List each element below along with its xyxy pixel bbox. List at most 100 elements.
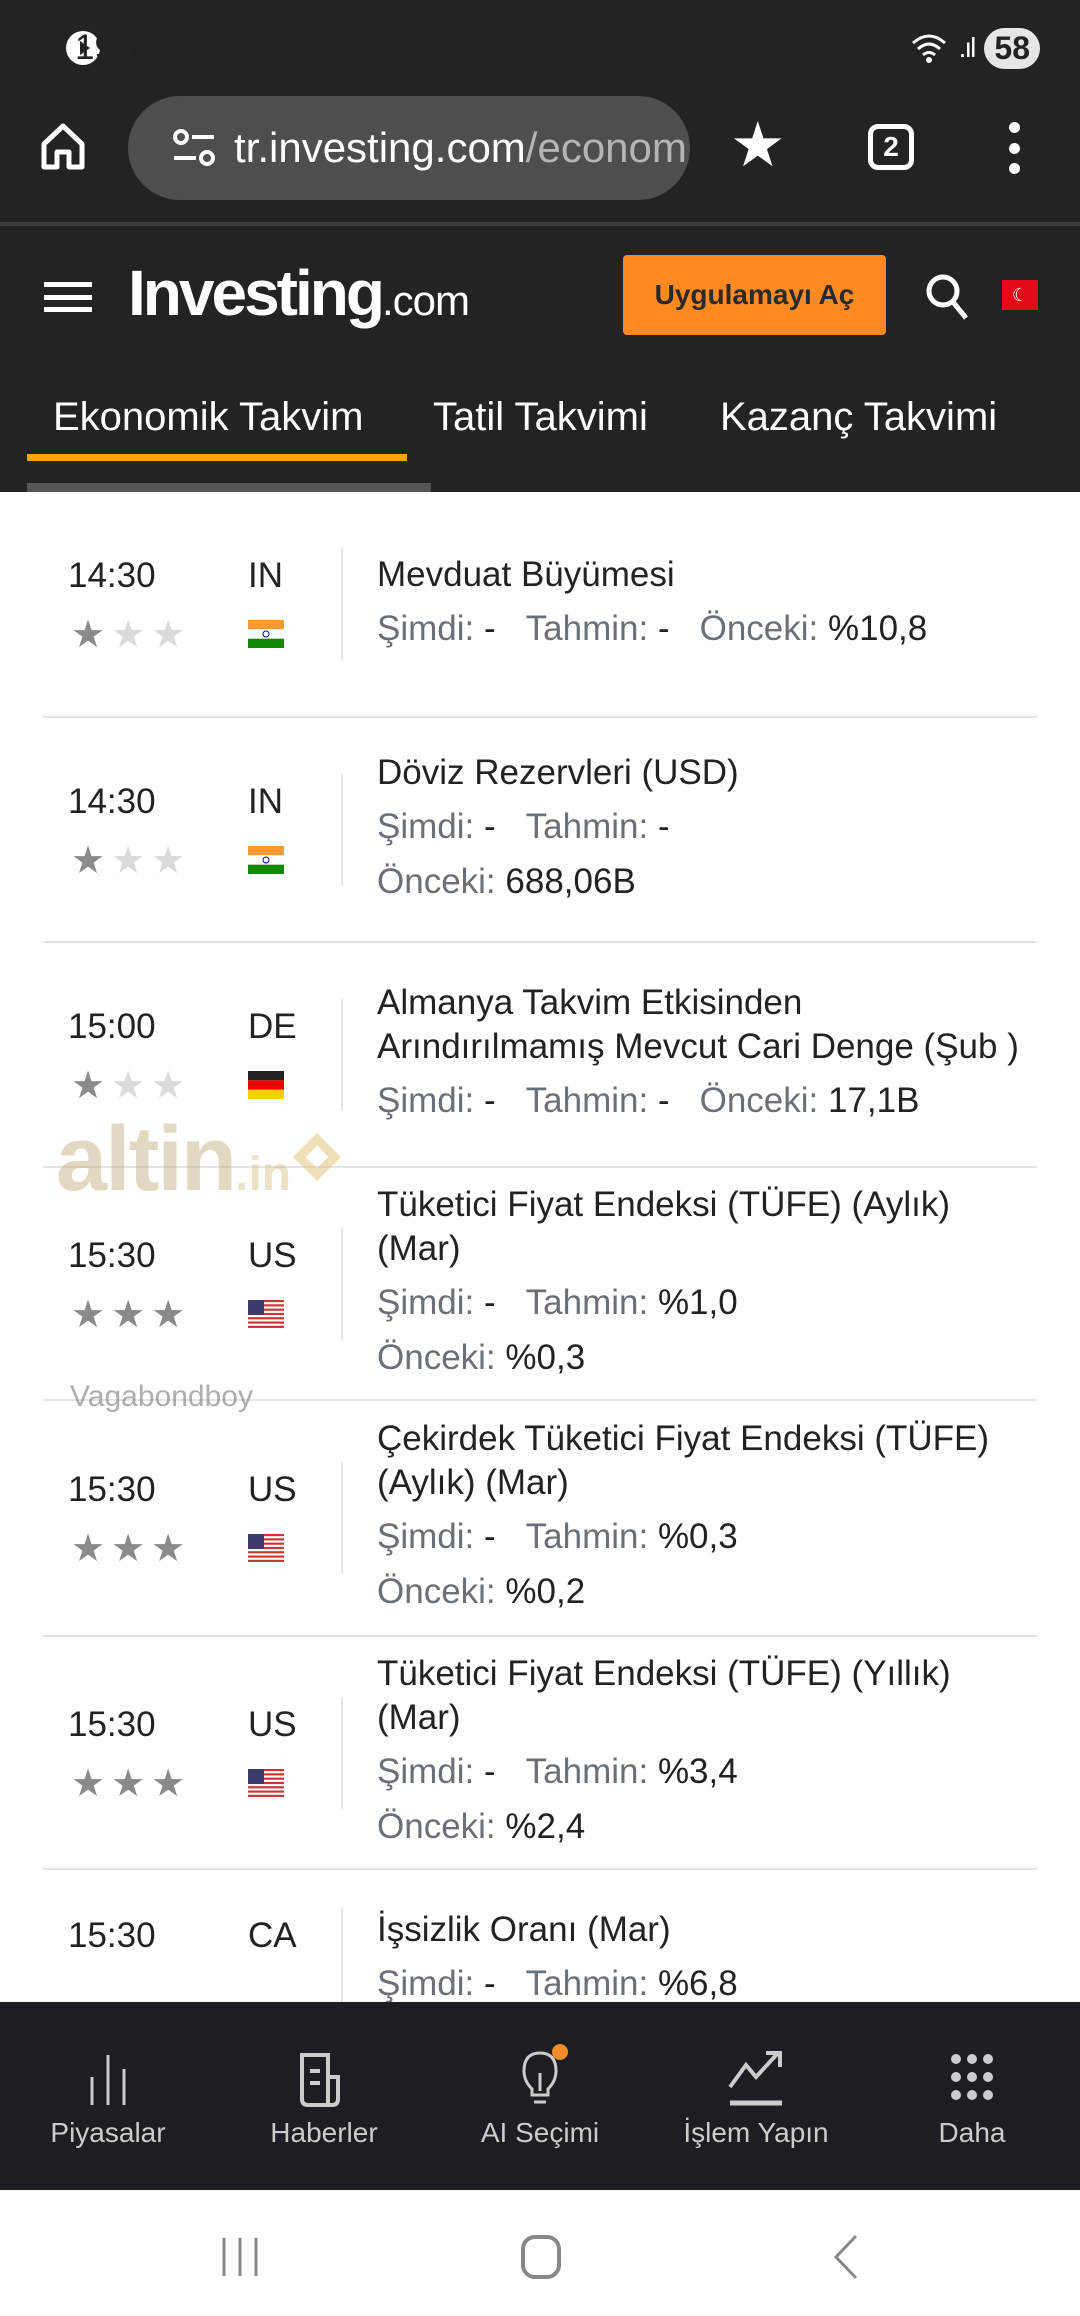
bookmark-star-icon[interactable]: ★	[730, 111, 786, 180]
importance-star-icon: ★	[151, 1293, 186, 1336]
country-code: US	[248, 1470, 297, 1509]
importance-star-icon: ★	[71, 839, 106, 882]
country-code: US	[248, 1235, 297, 1275]
status-bar: 19:16 .ıl 58	[50, 20, 1040, 76]
importance-star-icon: ★	[111, 614, 146, 656]
actual-value: Şimdi: -	[377, 1081, 496, 1120]
tab-switcher-button[interactable]: 2	[868, 124, 914, 170]
forecast-value: Tahmin: %3,4	[525, 1751, 738, 1791]
event-meta: 15:30 CA	[43, 1908, 343, 2002]
actual-value: Şimdi: -	[377, 1282, 496, 1322]
nav-daha[interactable]: Daha	[864, 2002, 1080, 2190]
tab-kazanc-takvimi[interactable]: Kazanç Takvimi	[720, 395, 998, 439]
event-time: 14:30	[68, 556, 156, 595]
event-meta: 15:30 US ★ ★ ★	[43, 1462, 343, 1574]
importance-star-icon: ★	[111, 1064, 146, 1107]
importance-rating: ★ ★ ★	[71, 1067, 185, 1105]
event-row[interactable]: 15:30 CA İşsizlik Oranı (Mar) Şimdi: - Tahmi…	[43, 1870, 1037, 2002]
previous-value: Önceki: %10,8	[699, 608, 928, 648]
tab-tatil-takvimi[interactable]: Tatil Takvimi	[433, 395, 648, 439]
actual-value: Şimdi: -	[377, 806, 496, 846]
recent-apps-icon[interactable]	[220, 2236, 262, 2278]
site-settings-icon[interactable]	[172, 128, 216, 168]
event-time: 15:00	[68, 1006, 156, 1046]
event-title[interactable]: İşsizlik Oranı (Mar)	[377, 1910, 671, 1949]
system-navigation	[0, 2190, 1080, 2316]
importance-rating: ★ ★ ★	[71, 1296, 185, 1334]
event-meta: 15:00 DE ★ ★ ★	[43, 998, 343, 1111]
bar-chart-icon	[90, 2055, 126, 2105]
event-list: 14:30 IN ★ ★ ★ Mevduat Büyümesi Şimdi: - Tahmin…	[0, 492, 1080, 2002]
actual-value: Şimdi: -	[377, 1517, 496, 1556]
search-icon[interactable]	[924, 272, 970, 320]
forecast-value: Tahmin: -	[525, 608, 670, 648]
signal-icon: .ıl	[958, 32, 977, 63]
nav-haberler[interactable]: Haberler	[216, 2002, 432, 2190]
importance-rating: ★ ★ ★	[71, 842, 185, 880]
event-title[interactable]: Mevduat Büyümesi	[377, 554, 675, 594]
event-title[interactable]: Tüketici Fiyat Endeksi (TÜFE) (Aylık) (M…	[377, 1184, 951, 1268]
back-icon[interactable]	[830, 2234, 860, 2280]
importance-star-icon: ★	[71, 1293, 106, 1336]
usa-flag-icon	[248, 1534, 284, 1562]
event-row[interactable]: 14:30 IN ★ ★ ★ Mevduat Büyümesi Şimdi: - Tahmin…	[43, 492, 1037, 718]
country-code: CA	[248, 1916, 297, 1955]
forecast-value: Tahmin: %1,0	[525, 1282, 738, 1322]
event-meta: 15:30 US ★ ★ ★	[43, 1227, 343, 1340]
home-icon[interactable]	[40, 122, 86, 170]
tabs-scrollbar[interactable]	[27, 483, 431, 492]
event-meta: 14:30 IN ★ ★ ★	[43, 548, 343, 660]
event-meta: 15:30 US ★ ★ ★	[43, 1696, 343, 1809]
battery-indicator: 58	[984, 27, 1040, 69]
event-row[interactable]: 15:30 US ★ ★ ★ Çekirdek Tüketici Fiyat Endeks…	[43, 1401, 1037, 1637]
event-row[interactable]: 15:30 US ★ ★ ★ Tüketici Fiyat Endeksi (TÜFE) …	[43, 1637, 1037, 1870]
event-title[interactable]: Almanya Takvim Etkisinden Arındırılmamış…	[377, 983, 1019, 1066]
country-code: IN	[248, 781, 283, 821]
importance-star-icon: ★	[151, 1762, 186, 1805]
event-row[interactable]: 14:30 IN ★ ★ ★ Döviz Rezervleri (USD) Şimdi: -…	[43, 718, 1037, 943]
address-bar[interactable]: tr.investing.com/econom	[128, 96, 690, 200]
home-button-icon[interactable]	[520, 2234, 562, 2280]
importance-star-icon: ★	[111, 839, 146, 882]
notification-dot	[552, 2044, 568, 2060]
divider	[0, 222, 1080, 226]
tab-ekonomik-takvim[interactable]: Ekonomik Takvim	[53, 395, 364, 439]
clock: 19:16	[75, 28, 163, 67]
event-title[interactable]: Tüketici Fiyat Endeksi (TÜFE) (Yıllık) (…	[377, 1653, 951, 1737]
event-values: Şimdi: - Tahmin: %0,3 Önceki: %0,2	[377, 1509, 1037, 1619]
investing-logo[interactable]: Investing.com	[128, 257, 470, 329]
newspaper-icon	[300, 2053, 340, 2107]
wifi-icon	[911, 34, 946, 63]
importance-star-icon: ★	[111, 1528, 146, 1570]
importance-star-icon: ★	[151, 839, 186, 882]
nav-ai-secimi[interactable]: AI Seçimi	[432, 2002, 648, 2190]
importance-star-icon: ★	[71, 1528, 106, 1570]
usa-flag-icon	[248, 1768, 284, 1797]
active-tab-indicator	[27, 454, 407, 461]
importance-star-icon: ★	[151, 1528, 186, 1570]
actual-value: Şimdi: -	[377, 1751, 496, 1791]
event-time: 15:30	[68, 1704, 156, 1744]
importance-star-icon: ★	[71, 1762, 106, 1805]
url-host: tr.investing.com	[234, 124, 526, 171]
importance-star-icon: ★	[111, 1293, 146, 1336]
actual-value: Şimdi: -	[377, 1964, 496, 2002]
event-time: 15:30	[68, 1470, 156, 1509]
open-app-button[interactable]: Uygulamayı Aç	[623, 255, 886, 335]
event-title[interactable]: Döviz Rezervleri (USD)	[377, 752, 739, 792]
hamburger-menu-icon[interactable]	[44, 282, 92, 312]
nav-piyasalar[interactable]: Piyasalar	[0, 2002, 216, 2190]
importance-star-icon: ★	[151, 614, 186, 656]
more-menu-icon[interactable]	[1008, 122, 1020, 174]
event-values: Şimdi: - Tahmin: %1,0 Önceki: %0,3	[377, 1275, 1037, 1385]
event-row[interactable]: 15:30 US ★ ★ ★ Tüketici Fiyat Endeksi (TÜFE) …	[43, 1168, 1037, 1401]
nav-islem-yapin[interactable]: İşlem Yapın	[648, 2002, 864, 2190]
event-row[interactable]: 15:00 DE ★ ★ ★ Almanya Takvim Etkisinden Arın…	[43, 943, 1037, 1168]
screen-record-icon	[66, 31, 100, 65]
top-bar: 19:16 .ıl 58 tr.investing.com/econom ★ 2…	[0, 0, 1080, 492]
importance-rating: ★ ★ ★	[71, 1765, 185, 1803]
browser-toolbar: tr.investing.com/econom ★ 2	[0, 96, 1080, 200]
turkey-flag-icon[interactable]: ☾	[1002, 280, 1038, 310]
india-flag-icon	[248, 845, 284, 874]
event-title[interactable]: Çekirdek Tüketici Fiyat Endeksi (TÜFE) (…	[377, 1419, 990, 1502]
